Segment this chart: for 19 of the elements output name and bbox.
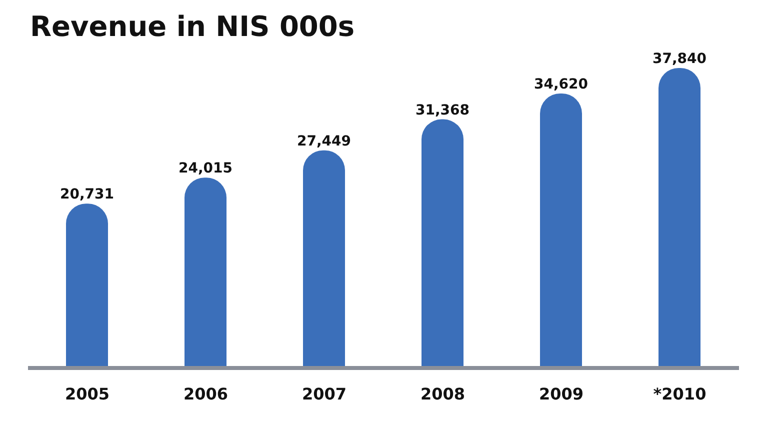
data-label: 27,449 — [296, 133, 352, 150]
bar — [540, 94, 582, 368]
x-tick-label: 2005 — [64, 384, 110, 404]
data-label: 24,015 — [178, 160, 233, 177]
x-tick-label: 2009 — [538, 384, 584, 404]
chart-title: Revenue in NIS 000s — [30, 10, 355, 43]
x-tick-label: *2010 — [653, 384, 706, 404]
data-label: 31,368 — [415, 102, 470, 118]
bar — [184, 178, 226, 368]
data-label: 37,840 — [652, 51, 707, 67]
bar — [303, 150, 345, 368]
x-tick-label: 2007 — [302, 384, 347, 404]
bar — [66, 204, 108, 368]
x-tick-label: 2008 — [420, 384, 466, 404]
bar — [422, 119, 464, 368]
x-tick-label: 2006 — [183, 384, 228, 404]
bar — [658, 68, 700, 368]
data-label: 20,731 — [60, 186, 114, 203]
data-label: 34,620 — [534, 76, 588, 93]
